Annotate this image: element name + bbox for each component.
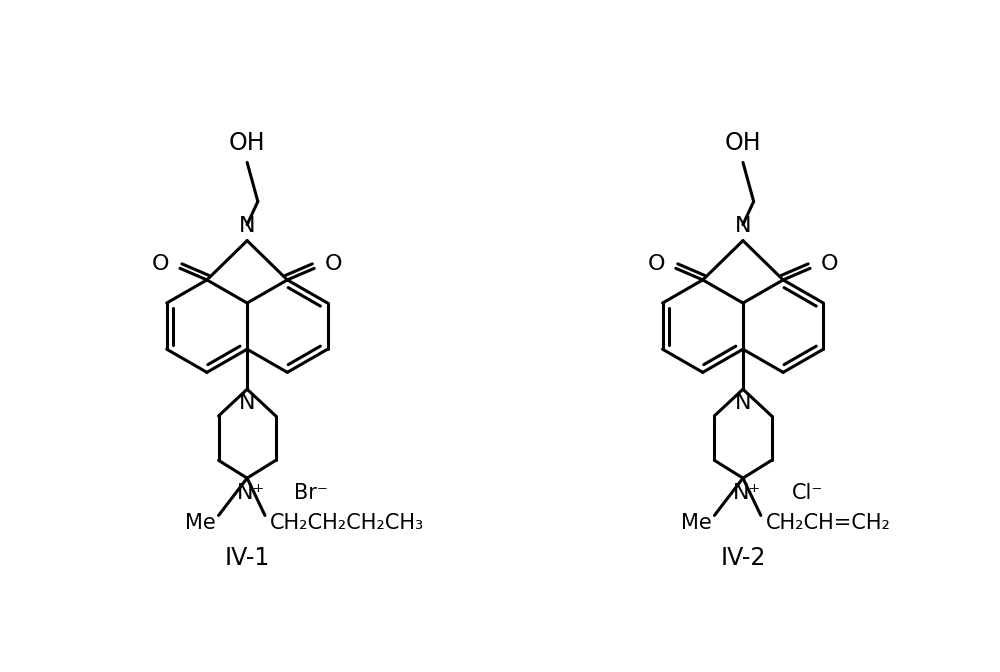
Text: N⁺: N⁺ — [732, 483, 761, 503]
Text: N: N — [735, 393, 751, 413]
Text: CH₂CH=CH₂: CH₂CH=CH₂ — [766, 513, 891, 532]
Text: O: O — [821, 254, 838, 274]
Text: N: N — [735, 216, 751, 237]
Text: Me: Me — [185, 513, 216, 532]
Text: N⁺: N⁺ — [237, 483, 265, 503]
Text: IV-1: IV-1 — [225, 546, 270, 570]
Text: N: N — [239, 216, 255, 237]
Text: N: N — [239, 393, 255, 413]
Text: OH: OH — [725, 131, 761, 155]
Text: O: O — [647, 254, 665, 274]
Text: O: O — [152, 254, 169, 274]
Text: OH: OH — [229, 131, 265, 155]
Text: Me: Me — [681, 513, 712, 532]
Text: O: O — [325, 254, 343, 274]
Text: IV-2: IV-2 — [720, 546, 766, 570]
Text: Cl⁻: Cl⁻ — [792, 483, 823, 503]
Text: CH₂CH₂CH₂CH₃: CH₂CH₂CH₂CH₃ — [270, 513, 425, 532]
Text: Br⁻: Br⁻ — [294, 483, 328, 503]
